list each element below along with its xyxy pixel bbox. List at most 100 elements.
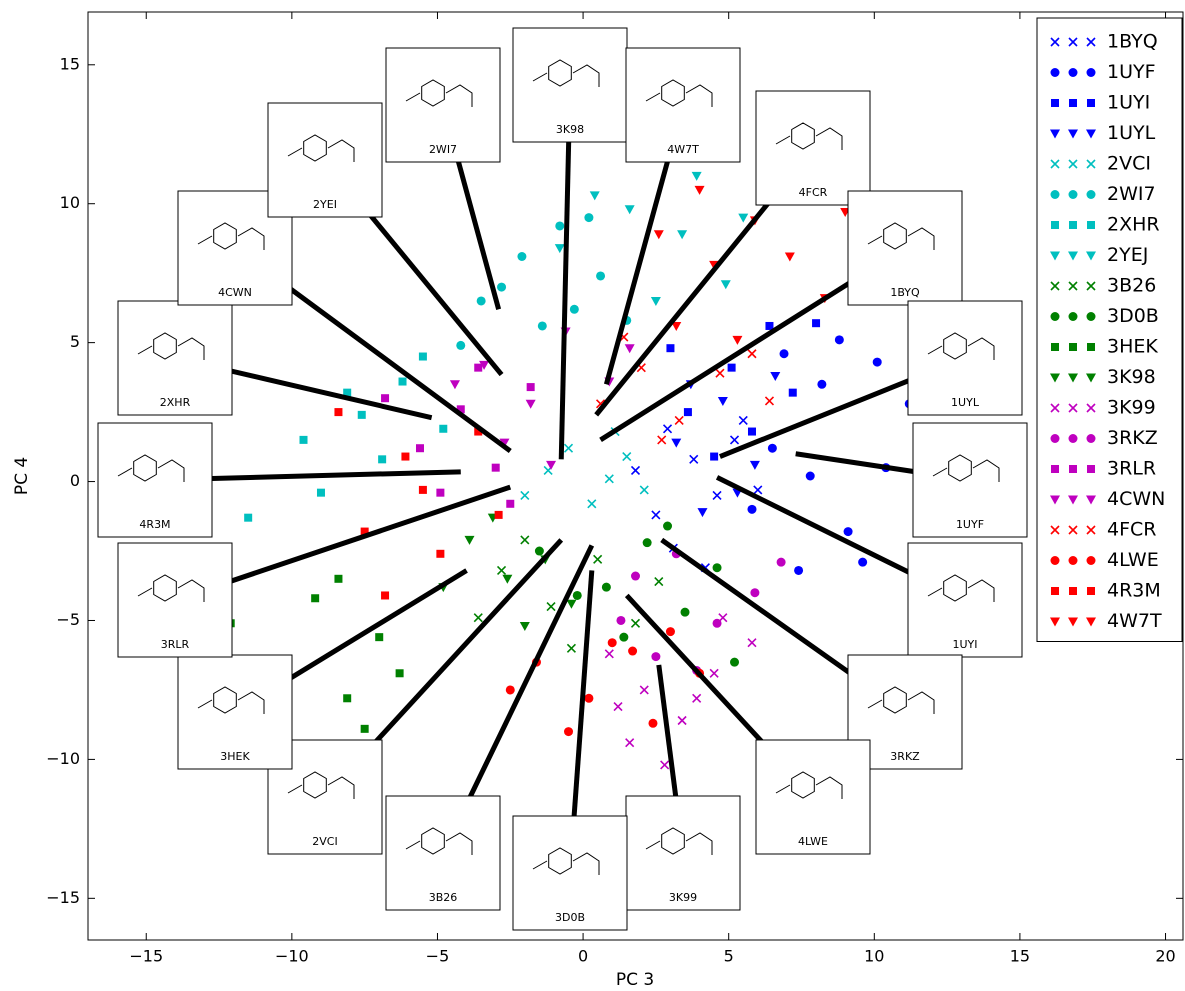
legend-marker bbox=[1087, 312, 1096, 321]
point bbox=[605, 650, 613, 658]
point bbox=[602, 583, 611, 592]
legend-label: 3RKZ bbox=[1107, 427, 1158, 449]
legend-marker bbox=[1087, 465, 1095, 473]
structure-label: 3B26 bbox=[429, 891, 458, 904]
point bbox=[770, 372, 780, 381]
point bbox=[244, 514, 252, 522]
annotation-box: 1BYQ bbox=[848, 191, 962, 305]
point bbox=[777, 558, 786, 567]
legend-label: 1UYI bbox=[1107, 92, 1150, 114]
point bbox=[517, 252, 526, 261]
point bbox=[538, 321, 547, 330]
point bbox=[710, 453, 718, 461]
point bbox=[768, 444, 777, 453]
point bbox=[654, 230, 664, 239]
point bbox=[748, 639, 756, 647]
point bbox=[750, 588, 759, 597]
point bbox=[477, 296, 486, 305]
y-tick-label: −15 bbox=[46, 888, 80, 907]
point bbox=[567, 644, 575, 652]
legend-marker bbox=[1069, 343, 1077, 351]
legend-marker bbox=[1051, 465, 1059, 473]
y-tick-label: 0 bbox=[70, 471, 80, 490]
annotation-box: 3HEK bbox=[178, 655, 292, 769]
legend-marker bbox=[1069, 68, 1078, 77]
point bbox=[794, 566, 803, 575]
structure-label: 3RKZ bbox=[890, 750, 920, 763]
y-tick-label: 15 bbox=[60, 54, 80, 73]
point bbox=[697, 508, 707, 517]
annotation-box: 4R3M bbox=[98, 423, 212, 537]
point bbox=[419, 486, 427, 494]
structure-label: 4FCR bbox=[799, 186, 828, 199]
point bbox=[785, 253, 795, 262]
point bbox=[584, 694, 593, 703]
legend-marker bbox=[1051, 587, 1059, 595]
point bbox=[616, 616, 625, 625]
point bbox=[690, 455, 698, 463]
point bbox=[506, 685, 515, 694]
annotation-box: 4FCR bbox=[756, 91, 870, 205]
point bbox=[731, 436, 739, 444]
point bbox=[526, 400, 536, 409]
point bbox=[527, 383, 535, 391]
structure-label: 4LWE bbox=[798, 835, 828, 848]
point bbox=[648, 719, 657, 728]
legend-marker bbox=[1069, 434, 1078, 443]
legend-marker bbox=[1051, 434, 1060, 443]
legend-label: 2WI7 bbox=[1107, 183, 1156, 205]
legend-label: 2YEJ bbox=[1107, 244, 1148, 266]
point bbox=[625, 205, 635, 214]
point bbox=[570, 305, 579, 314]
point bbox=[632, 466, 640, 474]
annotation-box: 3K99 bbox=[626, 796, 740, 910]
legend-marker bbox=[1069, 556, 1078, 565]
structure-label: 3K99 bbox=[669, 891, 697, 904]
point bbox=[643, 538, 652, 547]
legend-label: 1BYQ bbox=[1107, 31, 1158, 53]
structure-label: 1UYL bbox=[951, 396, 980, 409]
structure-label: 3K98 bbox=[556, 123, 584, 136]
legend-label: 4CWN bbox=[1107, 488, 1165, 510]
structure-label: 2YEI bbox=[313, 198, 337, 211]
point bbox=[732, 336, 742, 345]
point bbox=[605, 475, 613, 483]
point bbox=[692, 172, 702, 181]
point bbox=[666, 627, 675, 636]
point bbox=[502, 575, 512, 584]
legend-marker bbox=[1087, 99, 1095, 107]
point bbox=[713, 563, 722, 572]
point bbox=[780, 349, 789, 358]
point bbox=[375, 633, 383, 641]
structure-label: 4R3M bbox=[139, 518, 170, 531]
legend-marker bbox=[1051, 190, 1060, 199]
point bbox=[716, 369, 724, 377]
point bbox=[750, 461, 760, 470]
x-tick-label: 5 bbox=[724, 947, 734, 966]
point bbox=[663, 522, 672, 531]
x-tick-label: 20 bbox=[1155, 947, 1175, 966]
legend-label: 2VCI bbox=[1107, 153, 1151, 175]
x-tick-label: 15 bbox=[1010, 947, 1030, 966]
x-tick-label: 0 bbox=[578, 947, 588, 966]
point bbox=[721, 280, 731, 289]
structure-label: 3RLR bbox=[161, 638, 190, 651]
structure-label: 3HEK bbox=[220, 750, 250, 763]
point bbox=[651, 652, 660, 661]
point bbox=[565, 444, 573, 452]
point bbox=[584, 213, 593, 222]
point bbox=[655, 578, 663, 586]
annotation-box: 4LWE bbox=[756, 740, 870, 854]
point bbox=[718, 397, 728, 406]
point bbox=[747, 505, 756, 514]
annotation-box: 3D0B bbox=[513, 816, 627, 930]
point bbox=[521, 491, 529, 499]
point bbox=[631, 572, 640, 581]
point bbox=[555, 221, 564, 230]
point bbox=[728, 364, 736, 372]
chart: PC 3 PC 4 −15−10−505101520−15−10−5051015… bbox=[0, 0, 1185, 991]
legend-marker bbox=[1087, 343, 1095, 351]
point bbox=[521, 536, 529, 544]
point bbox=[710, 669, 718, 677]
y-tick-label: −10 bbox=[46, 749, 80, 768]
